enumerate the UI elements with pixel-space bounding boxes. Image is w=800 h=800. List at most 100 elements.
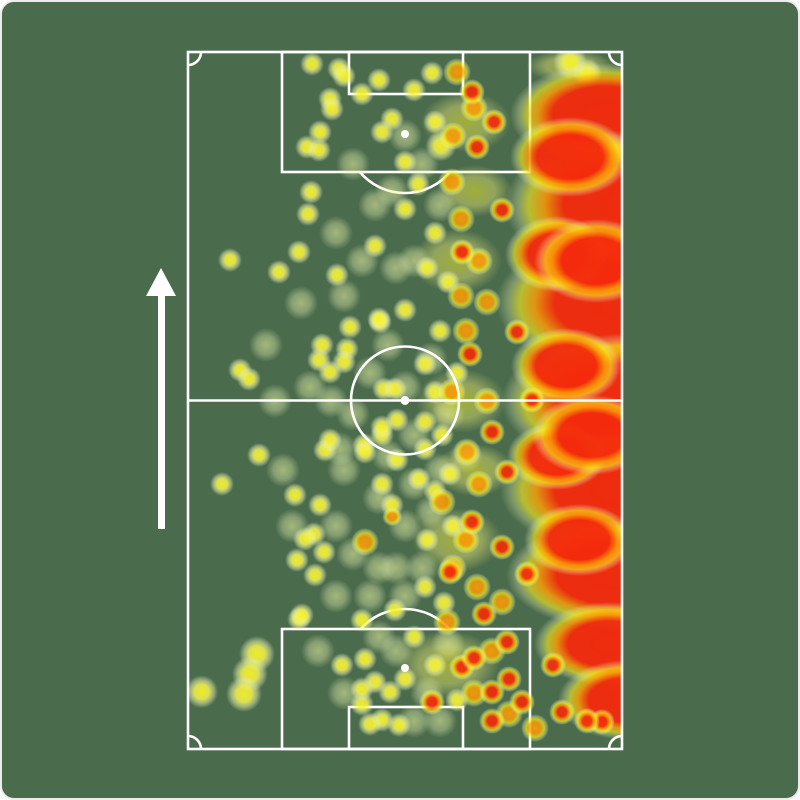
heat-blob [505, 130, 622, 281]
heat-blob [460, 93, 489, 122]
heat-blob [300, 52, 325, 76]
heat-blob [379, 634, 414, 669]
heat-blob [458, 508, 485, 535]
heat-blob [509, 62, 622, 167]
heat-blob [239, 636, 275, 673]
heat-blob [287, 240, 312, 265]
heat-blob [324, 263, 349, 288]
heat-blob [431, 397, 466, 432]
heat-blob [470, 600, 497, 627]
heat-blob [317, 86, 342, 111]
heat-blob [357, 711, 382, 736]
heat-blob [283, 285, 318, 320]
heat-blob [438, 461, 463, 486]
heat-blob [284, 548, 309, 573]
heat-blob [379, 493, 404, 518]
heat-blob [589, 708, 616, 735]
heat-blob [352, 433, 377, 458]
heat-blob [463, 573, 492, 602]
heat-blob [539, 652, 566, 679]
heat-blob [414, 256, 439, 281]
heat-blob [558, 660, 622, 741]
heat-blob [473, 288, 502, 317]
heat-blob [307, 120, 332, 145]
heat-blob [363, 233, 388, 258]
heat-blob [327, 56, 352, 81]
heat-blob [361, 620, 396, 655]
heat-blob [448, 239, 475, 266]
heat-blob [311, 539, 336, 564]
heat-blob [422, 453, 457, 488]
heat-blob [267, 260, 292, 285]
heat-blob [505, 519, 622, 630]
arrow-head-icon [146, 268, 176, 296]
heat-blob [443, 58, 472, 87]
heat-blob [412, 437, 437, 462]
heat-blob [313, 437, 338, 462]
heat-blob [401, 78, 426, 103]
heat-blob [414, 527, 439, 552]
heat-blob [419, 60, 444, 85]
heat-blob [549, 699, 576, 726]
heat-blob [386, 713, 411, 738]
heat-blob [188, 675, 219, 709]
heat-blob [436, 165, 513, 218]
heat-blob [383, 377, 408, 402]
heat-blob [372, 377, 397, 402]
heat-blob [396, 704, 431, 739]
heat-blob [370, 439, 405, 474]
heat-blob [533, 602, 622, 687]
heat-blob [496, 230, 622, 375]
heat-blob [298, 180, 323, 205]
heat-blob [377, 679, 402, 704]
heat-blob [423, 109, 448, 134]
heat-blob [249, 327, 284, 362]
heat-blob [366, 306, 391, 331]
heat-blob [301, 522, 326, 547]
heat-blob [412, 352, 437, 377]
heat-blob [357, 188, 392, 223]
heat-blob [369, 707, 394, 732]
heat-blob [406, 467, 431, 492]
heat-blob [350, 608, 375, 633]
heat-blob [344, 244, 379, 279]
heat-blob [478, 708, 505, 735]
heat-blob [396, 467, 431, 502]
heat-blob [425, 130, 457, 162]
heat-blob [493, 628, 520, 655]
heat-blob [331, 350, 356, 375]
heat-blob [349, 81, 374, 106]
heat-blob [393, 297, 417, 322]
heat-blob [531, 395, 622, 476]
heat-blob [412, 410, 437, 435]
heat-blob [427, 488, 456, 517]
heat-blob [353, 578, 388, 613]
heat-blob [353, 647, 378, 672]
heat-blob [503, 319, 530, 346]
heat-blob [353, 355, 388, 390]
heat-blob [374, 174, 409, 209]
heat-blob [523, 503, 622, 576]
heat-blob [423, 653, 448, 678]
heat-blob [489, 197, 516, 224]
heat-blob [416, 368, 507, 433]
heat-blob [307, 348, 332, 373]
heat-blob [320, 97, 345, 122]
heat-blob [477, 637, 506, 666]
arrow-shaft [157, 294, 165, 529]
heat-blob [448, 653, 475, 680]
heat-blob [458, 78, 485, 105]
heat-blob [478, 678, 505, 705]
heat-blob [409, 676, 444, 711]
heat-blob [301, 634, 336, 669]
heat-blob [519, 386, 546, 413]
heat-blob [447, 205, 476, 234]
heat-blob [396, 244, 431, 279]
heat-blob [396, 418, 431, 453]
heat-blob [405, 146, 440, 181]
heat-blob [574, 708, 601, 735]
heat-blob [327, 278, 362, 313]
heat-blob [396, 631, 501, 700]
heat-blob [420, 91, 511, 152]
heat-blob [209, 472, 234, 497]
